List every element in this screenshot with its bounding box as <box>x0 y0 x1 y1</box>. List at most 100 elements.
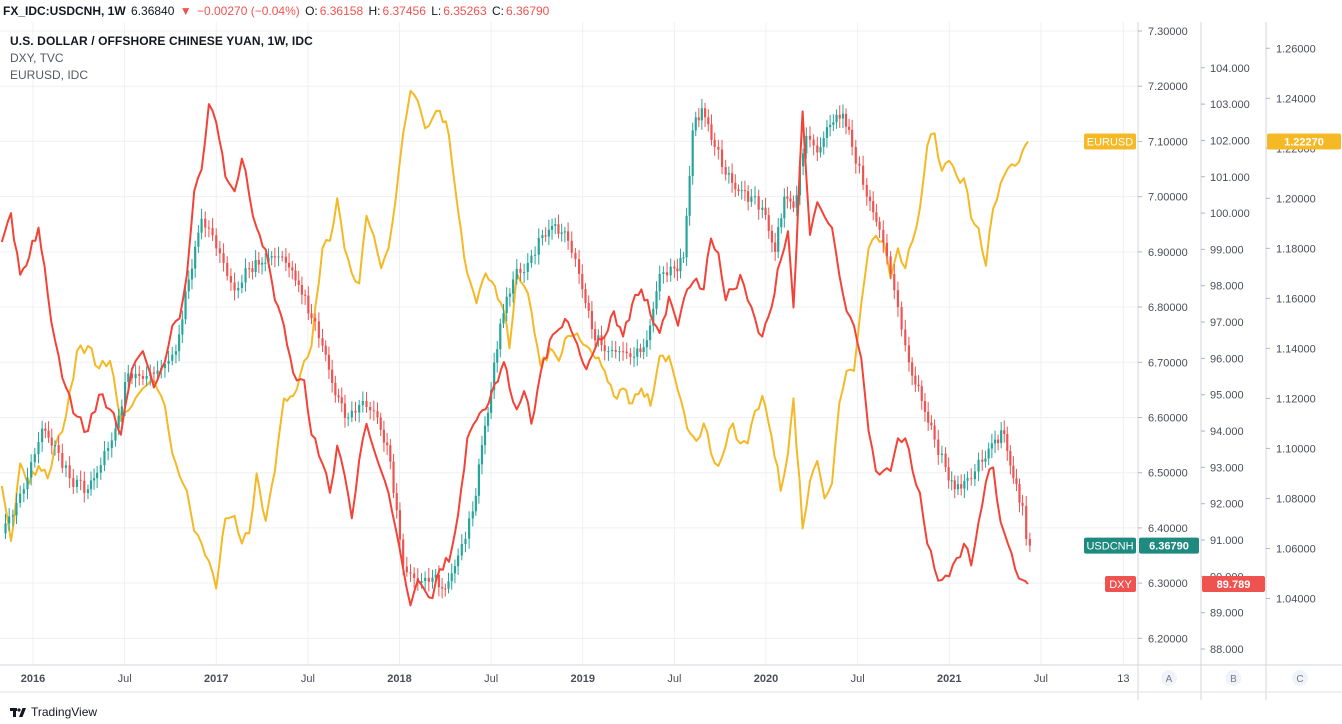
candle-body <box>700 108 703 121</box>
candle-body <box>812 139 815 146</box>
candle-body <box>550 225 554 230</box>
time-axis-label: 2018 <box>387 673 411 685</box>
candle-body <box>86 489 90 494</box>
candle-body <box>343 403 347 418</box>
candle-body <box>240 282 243 288</box>
candle-body <box>187 279 190 292</box>
candle-body <box>424 577 427 582</box>
candle-body <box>610 349 614 352</box>
candle-body <box>993 439 997 444</box>
axis-A-label: 7.00000 <box>1148 192 1188 204</box>
candle-body <box>107 448 110 451</box>
candle-body <box>499 323 502 350</box>
candle-body <box>294 270 297 281</box>
candle-body <box>523 271 526 273</box>
change-arrow-icon: ▼ <box>179 4 192 18</box>
axis-A-label: 6.90000 <box>1148 247 1188 259</box>
axis-B-button[interactable] <box>1225 670 1242 686</box>
candle-body <box>865 184 868 197</box>
legend-eurusd[interactable]: EURUSD, IDC <box>10 68 89 82</box>
candle-body <box>207 227 210 229</box>
candle-body <box>940 453 944 455</box>
candle-body <box>805 135 808 154</box>
candle-body <box>802 153 805 167</box>
candle-body <box>944 453 947 468</box>
time-axis-label: 13 <box>1117 673 1129 685</box>
axis-C-button[interactable] <box>1292 670 1308 686</box>
price-chart[interactable]: 6.20000 6.30000 6.40000 6.50000 6.60000 6.700… <box>0 0 1342 700</box>
candle-body <box>468 518 471 539</box>
candle-body <box>960 484 963 489</box>
axis-C-label: 1.26000 <box>1276 43 1316 55</box>
candle-body <box>386 442 389 446</box>
axis-A-label: 6.30000 <box>1148 578 1188 590</box>
candle-body <box>8 516 11 524</box>
candle-body <box>61 453 64 468</box>
time-axis-label: 2020 <box>754 673 778 685</box>
candle-body <box>829 124 832 128</box>
axis-B-label: 101.000 <box>1210 172 1250 184</box>
candle-body <box>688 175 691 216</box>
brand-name[interactable]: TradingView <box>31 705 98 719</box>
footer-brand: TradingView <box>0 700 310 724</box>
legend-usdcnh[interactable]: U.S. DOLLAR / OFFSHORE CHINESE YUAN, 1W,… <box>10 34 313 48</box>
candle-body <box>893 273 896 291</box>
candle-body <box>987 448 990 459</box>
candle-body <box>486 412 490 426</box>
axis-C-label: 1.08000 <box>1276 493 1316 505</box>
candle-body <box>281 256 284 258</box>
candle-body <box>907 345 911 363</box>
axis-B-label: 94.000 <box>1210 426 1244 438</box>
candle-body <box>317 321 320 339</box>
candle-body <box>777 227 780 252</box>
candle-body <box>956 484 960 490</box>
candle-body <box>493 362 496 390</box>
candle-body <box>1021 502 1024 506</box>
candle-body <box>44 428 47 431</box>
legend-dxy[interactable]: DXY, TVC <box>10 51 64 65</box>
candle-body <box>297 280 300 285</box>
candle-body <box>358 404 361 413</box>
time-axis-label: Jul <box>1034 673 1048 685</box>
candle-body <box>885 242 889 257</box>
candle-body <box>642 347 645 353</box>
badge-eurusd-label: EURUSD <box>1087 137 1134 149</box>
candle-body <box>512 279 515 294</box>
candle-body <box>26 477 29 490</box>
candle-body <box>474 495 477 512</box>
candle-body <box>713 139 716 147</box>
candle-body <box>783 196 786 219</box>
price-change: −0.00270 (−0.04%) <box>196 4 300 18</box>
axis-B-label: 88.000 <box>1210 644 1244 656</box>
candle-body <box>284 256 287 263</box>
candle-body <box>444 588 447 590</box>
candle-body <box>662 272 665 274</box>
candle-body <box>750 196 753 202</box>
candle-body <box>937 439 940 455</box>
candle-body <box>697 117 700 121</box>
high-label: H: <box>368 4 381 18</box>
candle-body <box>764 207 767 216</box>
axis-B-label: 103.000 <box>1210 99 1250 111</box>
candle-body <box>584 289 587 304</box>
axis-A-button[interactable] <box>1161 670 1177 686</box>
candle-body <box>515 268 518 280</box>
candle-body <box>1009 450 1012 466</box>
candle-body <box>79 479 82 481</box>
open-label: O: <box>305 4 318 18</box>
candle-body <box>933 425 936 440</box>
candle-body <box>740 190 743 192</box>
symbol-title[interactable]: FX_IDC:USDCNH, 1W <box>3 4 126 18</box>
candle-body <box>89 480 93 490</box>
candle-body <box>927 411 930 423</box>
candle-body <box>96 472 99 479</box>
axis-B-label: 98.000 <box>1210 281 1244 293</box>
candle-body <box>453 566 457 574</box>
candle-body <box>156 370 159 374</box>
axis-C-label: 1.24000 <box>1276 93 1316 105</box>
candle-body <box>900 307 903 330</box>
candle-body <box>321 338 324 346</box>
candle-body <box>694 117 697 131</box>
candle-body <box>270 256 273 258</box>
candle-body <box>851 129 854 147</box>
